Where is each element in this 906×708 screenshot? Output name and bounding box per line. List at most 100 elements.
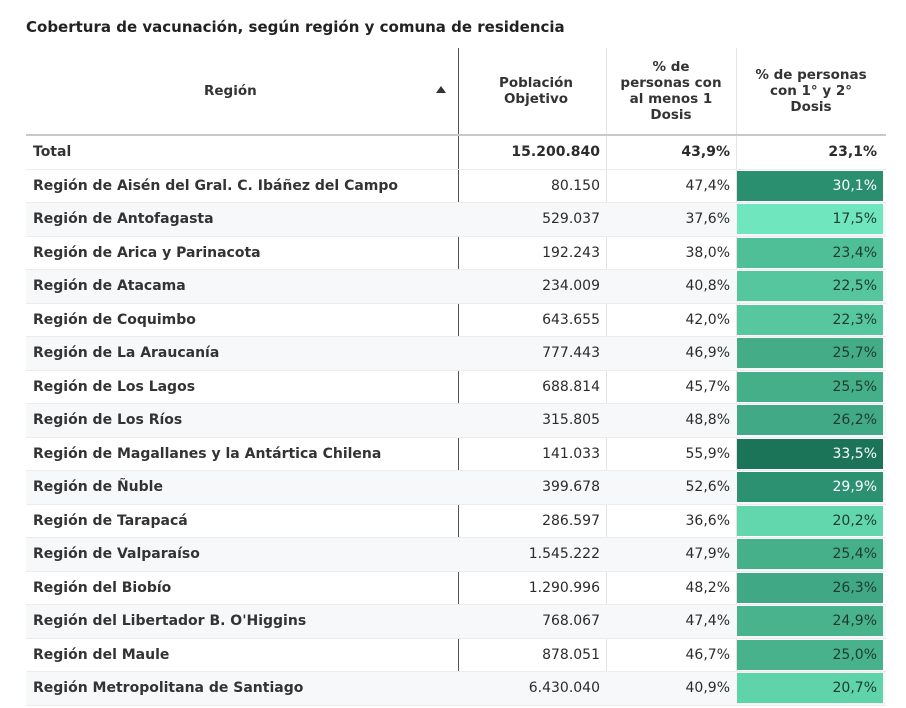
dosis1-cell: 40,9% bbox=[685, 680, 730, 697]
poblacion-cell: 234.009 bbox=[542, 278, 600, 295]
dosis2-value: 24,9% bbox=[832, 613, 877, 629]
table-row[interactable]: Región de Arica y Parinacota 192.243 38,0%… bbox=[26, 237, 886, 270]
dosis2-value: 25,0% bbox=[832, 646, 877, 663]
header-dosis1[interactable]: % de personas con al menos 1 Dosis bbox=[606, 48, 736, 134]
table-row[interactable]: Región Metropolitana de Santiago 6.430.04… bbox=[26, 672, 886, 706]
dosis2-cell: 22,5% bbox=[737, 271, 883, 301]
region-cell: Región de Antofagasta bbox=[33, 211, 214, 228]
dosis1-cell: 45,7% bbox=[685, 378, 730, 395]
header-dosis2[interactable]: % de personas con 1° y 2° Dosis bbox=[736, 48, 886, 134]
poblacion-cell: 80.150 bbox=[551, 177, 600, 194]
region-cell: Región de Arica y Parinacota bbox=[33, 244, 261, 261]
dosis1-cell: 52,6% bbox=[685, 479, 730, 496]
dosis1-cell: 46,9% bbox=[685, 345, 730, 362]
table-row[interactable]: Región del Maule 878.051 46,7% 25,0% bbox=[26, 639, 886, 672]
region-cell: Región de La Araucanía bbox=[33, 345, 220, 362]
region-cell: Región del Maule bbox=[33, 646, 170, 663]
dosis1-cell: 38,0% bbox=[685, 244, 730, 261]
dosis2-cell: 33,5% bbox=[737, 438, 883, 469]
dosis1-cell: 36,6% bbox=[685, 512, 730, 529]
table-row[interactable]: Región de Los Lagos 688.814 45,7% 25,5% bbox=[26, 371, 886, 404]
dosis2-value: 30,1% bbox=[832, 177, 877, 194]
region-cell: Región de Coquimbo bbox=[33, 311, 196, 328]
header-region-label: Región bbox=[204, 83, 257, 99]
dosis1-cell: 42,0% bbox=[685, 311, 730, 328]
table-row[interactable]: Región de Los Ríos 315.805 48,8% 26,2% bbox=[26, 404, 886, 438]
dosis2-value: 22,5% bbox=[832, 278, 877, 294]
dosis2-value: 25,7% bbox=[832, 345, 877, 361]
table-row[interactable]: Región de Magallanes y la Antártica Chil… bbox=[26, 438, 886, 471]
dosis2-cell: 25,5% bbox=[737, 371, 883, 402]
poblacion-cell: 688.814 bbox=[542, 378, 600, 395]
dosis2-cell: 26,2% bbox=[737, 405, 883, 435]
poblacion-cell: 878.051 bbox=[542, 646, 600, 663]
dosis2-cell: 29,9% bbox=[737, 472, 883, 502]
poblacion-cell: 1.545.222 bbox=[528, 546, 600, 563]
dosis2-cell: 30,1% bbox=[737, 170, 883, 201]
region-cell: Región de Magallanes y la Antártica Chil… bbox=[33, 445, 382, 462]
region-cell: Región de Los Ríos bbox=[33, 412, 183, 429]
dosis2-value: 26,2% bbox=[832, 412, 877, 428]
header-region[interactable]: Región bbox=[26, 48, 458, 134]
poblacion-cell: 399.678 bbox=[542, 479, 600, 496]
table-row[interactable]: Región de Valparaíso 1.545.222 47,9% 25,4% bbox=[26, 538, 886, 572]
table-header: Región Población Objetivo % de personas … bbox=[26, 48, 886, 136]
dosis2-value: 22,3% bbox=[832, 311, 877, 328]
table-row[interactable]: Región de Antofagasta 529.037 37,6% 17,5% bbox=[26, 203, 886, 237]
dosis1-cell: 47,9% bbox=[685, 546, 730, 563]
poblacion-cell: 315.805 bbox=[542, 412, 600, 429]
dosis1-cell: 46,7% bbox=[685, 646, 730, 663]
region-cell: Región de Los Lagos bbox=[33, 378, 196, 395]
table-row[interactable]: Región de Ñuble 399.678 52,6% 29,9% bbox=[26, 471, 886, 505]
dosis2-cell: 17,5% bbox=[737, 204, 883, 234]
table-row[interactable]: Región de La Araucanía 777.443 46,9% 25,7% bbox=[26, 337, 886, 371]
dosis1-cell: 48,8% bbox=[685, 412, 730, 429]
vaccination-table: Región Población Objetivo % de personas … bbox=[26, 48, 886, 706]
column-divider bbox=[736, 48, 737, 703]
header-dosis1-label: % de personas con al menos 1 Dosis bbox=[620, 59, 722, 123]
poblacion-cell: 1.290.996 bbox=[528, 579, 600, 596]
total-label: Total bbox=[33, 144, 72, 161]
dosis2-value: 17,5% bbox=[832, 211, 877, 227]
dosis1-cell: 55,9% bbox=[685, 445, 730, 462]
region-cell: Región de Atacama bbox=[33, 278, 186, 295]
region-cell: Región de Ñuble bbox=[33, 479, 163, 496]
total-dosis1: 43,9% bbox=[681, 144, 730, 161]
dosis2-cell: 20,7% bbox=[737, 673, 883, 703]
header-dosis2-label: % de personas con 1° y 2° Dosis bbox=[755, 67, 867, 115]
column-divider bbox=[458, 48, 459, 703]
table-row[interactable]: Región de Tarapacá 286.597 36,6% 20,2% bbox=[26, 505, 886, 538]
total-row[interactable]: Total 15.200.840 43,9% 23,1% bbox=[26, 136, 886, 170]
region-cell: Región del Biobío bbox=[33, 579, 172, 596]
dosis1-cell: 48,2% bbox=[685, 579, 730, 596]
table-row[interactable]: Región del Libertador B. O'Higgins 768.06… bbox=[26, 605, 886, 639]
poblacion-cell: 777.443 bbox=[542, 345, 600, 362]
poblacion-cell: 286.597 bbox=[542, 512, 600, 529]
dosis2-cell: 24,9% bbox=[737, 606, 883, 636]
sort-ascending-icon[interactable] bbox=[436, 86, 446, 93]
dosis2-value: 23,4% bbox=[832, 244, 877, 261]
table-row[interactable]: Región de Coquimbo 643.655 42,0% 22,3% bbox=[26, 304, 886, 337]
total-dosis2-value: 23,1% bbox=[828, 144, 877, 161]
total-dosis2: 23,1% bbox=[737, 136, 883, 169]
table-row[interactable]: Región de Atacama 234.009 40,8% 22,5% bbox=[26, 270, 886, 304]
dosis2-value: 20,2% bbox=[832, 512, 877, 529]
total-poblacion: 15.200.840 bbox=[511, 144, 600, 161]
poblacion-cell: 192.243 bbox=[542, 244, 600, 261]
header-poblacion[interactable]: Población Objetivo bbox=[466, 48, 606, 134]
poblacion-cell: 529.037 bbox=[542, 211, 600, 228]
dosis2-cell: 25,4% bbox=[737, 539, 883, 569]
dosis1-cell: 37,6% bbox=[685, 211, 730, 228]
dosis1-cell: 47,4% bbox=[685, 177, 730, 194]
dosis2-value: 33,5% bbox=[832, 445, 877, 462]
dosis2-cell: 23,4% bbox=[737, 237, 883, 268]
table-row[interactable]: Región del Biobío 1.290.996 48,2% 26,3% bbox=[26, 572, 886, 605]
dosis1-cell: 40,8% bbox=[685, 278, 730, 295]
poblacion-cell: 643.655 bbox=[542, 311, 600, 328]
column-divider bbox=[606, 48, 607, 703]
poblacion-cell: 6.430.040 bbox=[528, 680, 600, 697]
dosis2-cell: 20,2% bbox=[737, 505, 883, 536]
table-row[interactable]: Región de Aisén del Gral. C. Ibáñez del … bbox=[26, 170, 886, 203]
region-cell: Región de Valparaíso bbox=[33, 546, 200, 563]
dosis2-value: 25,5% bbox=[832, 378, 877, 395]
